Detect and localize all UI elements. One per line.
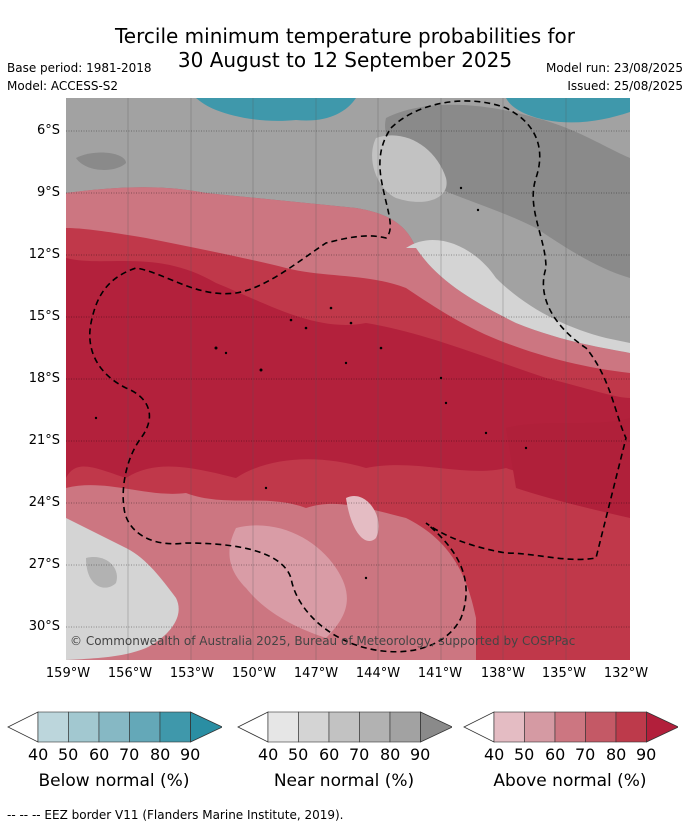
cbar-tick: 70 [119, 745, 140, 764]
lat-label: 21°S [28, 433, 60, 448]
cbar-swatch [524, 711, 556, 743]
cbar-tick: 50 [58, 745, 79, 764]
cbar-swatch [585, 711, 617, 743]
cbar-swatch [493, 711, 525, 743]
lat-label: 24°S [28, 495, 60, 510]
lon-label: 144°W [355, 666, 401, 681]
lon-label: 135°W [541, 666, 587, 681]
model-run: Model run: 23/08/2025 [545, 61, 683, 75]
above-normal-lighter-south [229, 525, 347, 638]
below-normal-top-east [506, 98, 630, 123]
lon-label: 150°W [231, 666, 277, 681]
near-normal-southwest [66, 518, 179, 660]
cbar-swatch [129, 711, 161, 743]
colorbar-below-normal [7, 711, 222, 743]
above-normal-strong-east [506, 418, 630, 518]
cbar-extend-low [7, 711, 39, 743]
cbar-tick: 40 [258, 745, 279, 764]
cbar-swatches [7, 711, 222, 743]
cbar-extend-high [646, 711, 678, 743]
cbar-swatches [237, 711, 452, 743]
lon-label: 141°W [417, 666, 463, 681]
lon-label: 159°W [45, 666, 91, 681]
lat-label: 27°S [28, 557, 60, 572]
copyright-notice: © Commonwealth of Australia 2025, Bureau… [70, 634, 576, 648]
cbar-swatch [389, 711, 421, 743]
near-normal-dark-patch [385, 104, 630, 278]
colorbar-above-normal [463, 711, 678, 743]
cbar-extend-low [463, 711, 495, 743]
cbar-swatch [98, 711, 130, 743]
cbar-swatch [159, 711, 191, 743]
cbar-swatch [615, 711, 647, 743]
islands [94, 186, 528, 580]
above-normal-band-north [66, 187, 630, 373]
cbar-extend-low [237, 711, 269, 743]
cbar-tick: 50 [288, 745, 309, 764]
base-period: Base period: 1981-2018 [7, 61, 152, 75]
probability-map [66, 98, 630, 660]
lat-label: 18°S [28, 371, 60, 386]
cbar-tick: 60 [89, 745, 110, 764]
lat-label: 6°S [36, 123, 60, 138]
colorbar-title-above: Above normal (%) [493, 771, 647, 791]
cbar-swatches [463, 711, 678, 743]
cbar-tick: 40 [28, 745, 49, 764]
cbar-tick: 40 [484, 745, 505, 764]
map-title: Tercile minimum temperature probabilitie… [0, 24, 690, 72]
colorbar-title-near: Near normal (%) [273, 771, 415, 791]
colorbar-near-normal [237, 711, 452, 743]
lon-label: 138°W [480, 666, 526, 681]
cbar-tick: 60 [319, 745, 340, 764]
lat-label: 9°S [36, 185, 60, 200]
near-normal-dark-west [76, 152, 126, 170]
cbar-tick: 60 [545, 745, 566, 764]
cbar-swatch [298, 711, 330, 743]
lon-label: 156°W [107, 666, 153, 681]
near-normal-light-patch [372, 135, 447, 202]
cbar-tick: 90 [410, 745, 431, 764]
cbar-tick: 80 [380, 745, 401, 764]
above-normal-pale-patch [346, 496, 379, 542]
cbar-swatch [328, 711, 360, 743]
near-normal-sw-dark [86, 557, 117, 588]
cbar-tick: 70 [349, 745, 370, 764]
cbar-tick: 80 [606, 745, 627, 764]
cbar-swatch [37, 711, 69, 743]
cbar-tick: 90 [636, 745, 657, 764]
lat-label: 15°S [28, 309, 60, 324]
near-normal-light-band [406, 239, 630, 353]
lat-label: 12°S [28, 247, 60, 262]
cbar-extend-high [420, 711, 452, 743]
lon-label: 153°W [169, 666, 215, 681]
eez-legend-note: -- -- -- EEZ border V11 (Flanders Marine… [7, 808, 344, 822]
cbar-swatch [267, 711, 299, 743]
cbar-swatch [554, 711, 586, 743]
cbar-tick: 50 [514, 745, 535, 764]
issued-date: Issued: 25/08/2025 [567, 79, 683, 93]
cbar-tick: 80 [150, 745, 171, 764]
title-line-1: Tercile minimum temperature probabilitie… [114, 24, 576, 48]
above-normal-strong-west [66, 258, 630, 478]
grid-lines [66, 130, 630, 628]
model-name: Model: ACCESS-S2 [7, 79, 119, 93]
lon-label: 147°W [293, 666, 339, 681]
cbar-swatch [359, 711, 391, 743]
cbar-swatch [68, 711, 100, 743]
cbar-tick: 70 [575, 745, 596, 764]
meta-left: Base period: 1981-2018 Model: ACCESS-S2 [7, 59, 152, 95]
lat-label: 30°S [28, 619, 60, 634]
cbar-extend-high [190, 711, 222, 743]
title-line-2: 30 August to 12 September 2025 [177, 48, 513, 72]
lon-label: 132°W [603, 666, 649, 681]
meta-right: Model run: 23/08/2025 Issued: 25/08/2025 [546, 59, 683, 95]
cbar-tick: 90 [180, 745, 201, 764]
colorbar-title-below: Below normal (%) [38, 771, 190, 791]
